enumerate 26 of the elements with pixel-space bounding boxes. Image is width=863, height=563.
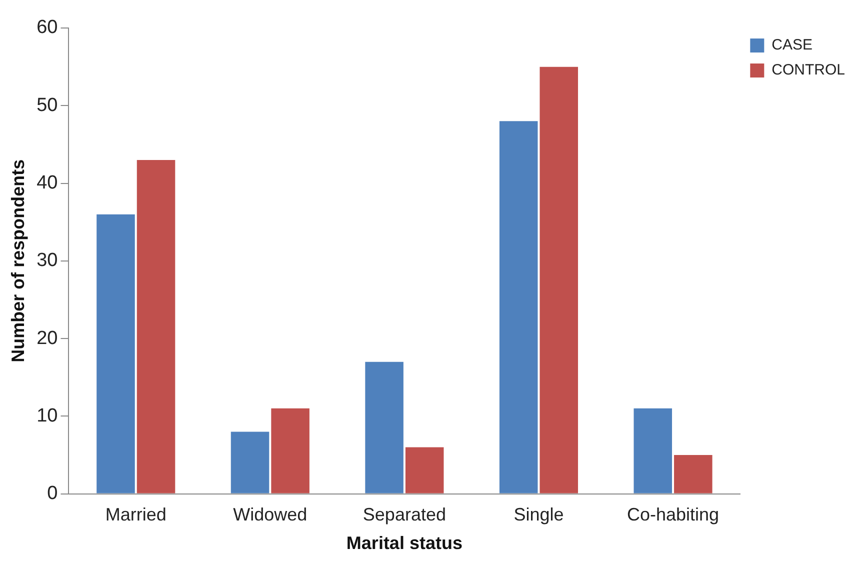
y-tick-label: 40 [36, 172, 58, 194]
bar [540, 66, 578, 494]
y-tick-label: 10 [36, 405, 58, 426]
x-tick-label: Single [514, 504, 564, 525]
y-axis-title: Number of respondents [8, 159, 28, 362]
x-tick-label: Widowed [233, 504, 308, 525]
bar [674, 454, 712, 494]
legend-label: CASE [772, 36, 813, 54]
x-tick-label: Separated [362, 504, 446, 525]
bar [365, 362, 404, 494]
legend-label: CONTROL [772, 62, 846, 79]
bar [96, 214, 135, 494]
y-tick-label: 30 [36, 250, 58, 272]
y-tick-label: 50 [36, 94, 58, 116]
bar [499, 121, 538, 494]
x-axis-title: Marital status [346, 533, 462, 554]
bar [634, 408, 672, 494]
bar [405, 447, 444, 494]
y-tick-label: 60 [36, 17, 58, 38]
y-tick-label: 0 [47, 483, 58, 504]
x-tick-label: Co-habiting [626, 504, 720, 525]
y-tick-label: 20 [36, 328, 58, 349]
bar [136, 160, 176, 494]
bar [230, 432, 270, 494]
x-tick-label: Married [105, 504, 166, 525]
bar [271, 408, 310, 494]
